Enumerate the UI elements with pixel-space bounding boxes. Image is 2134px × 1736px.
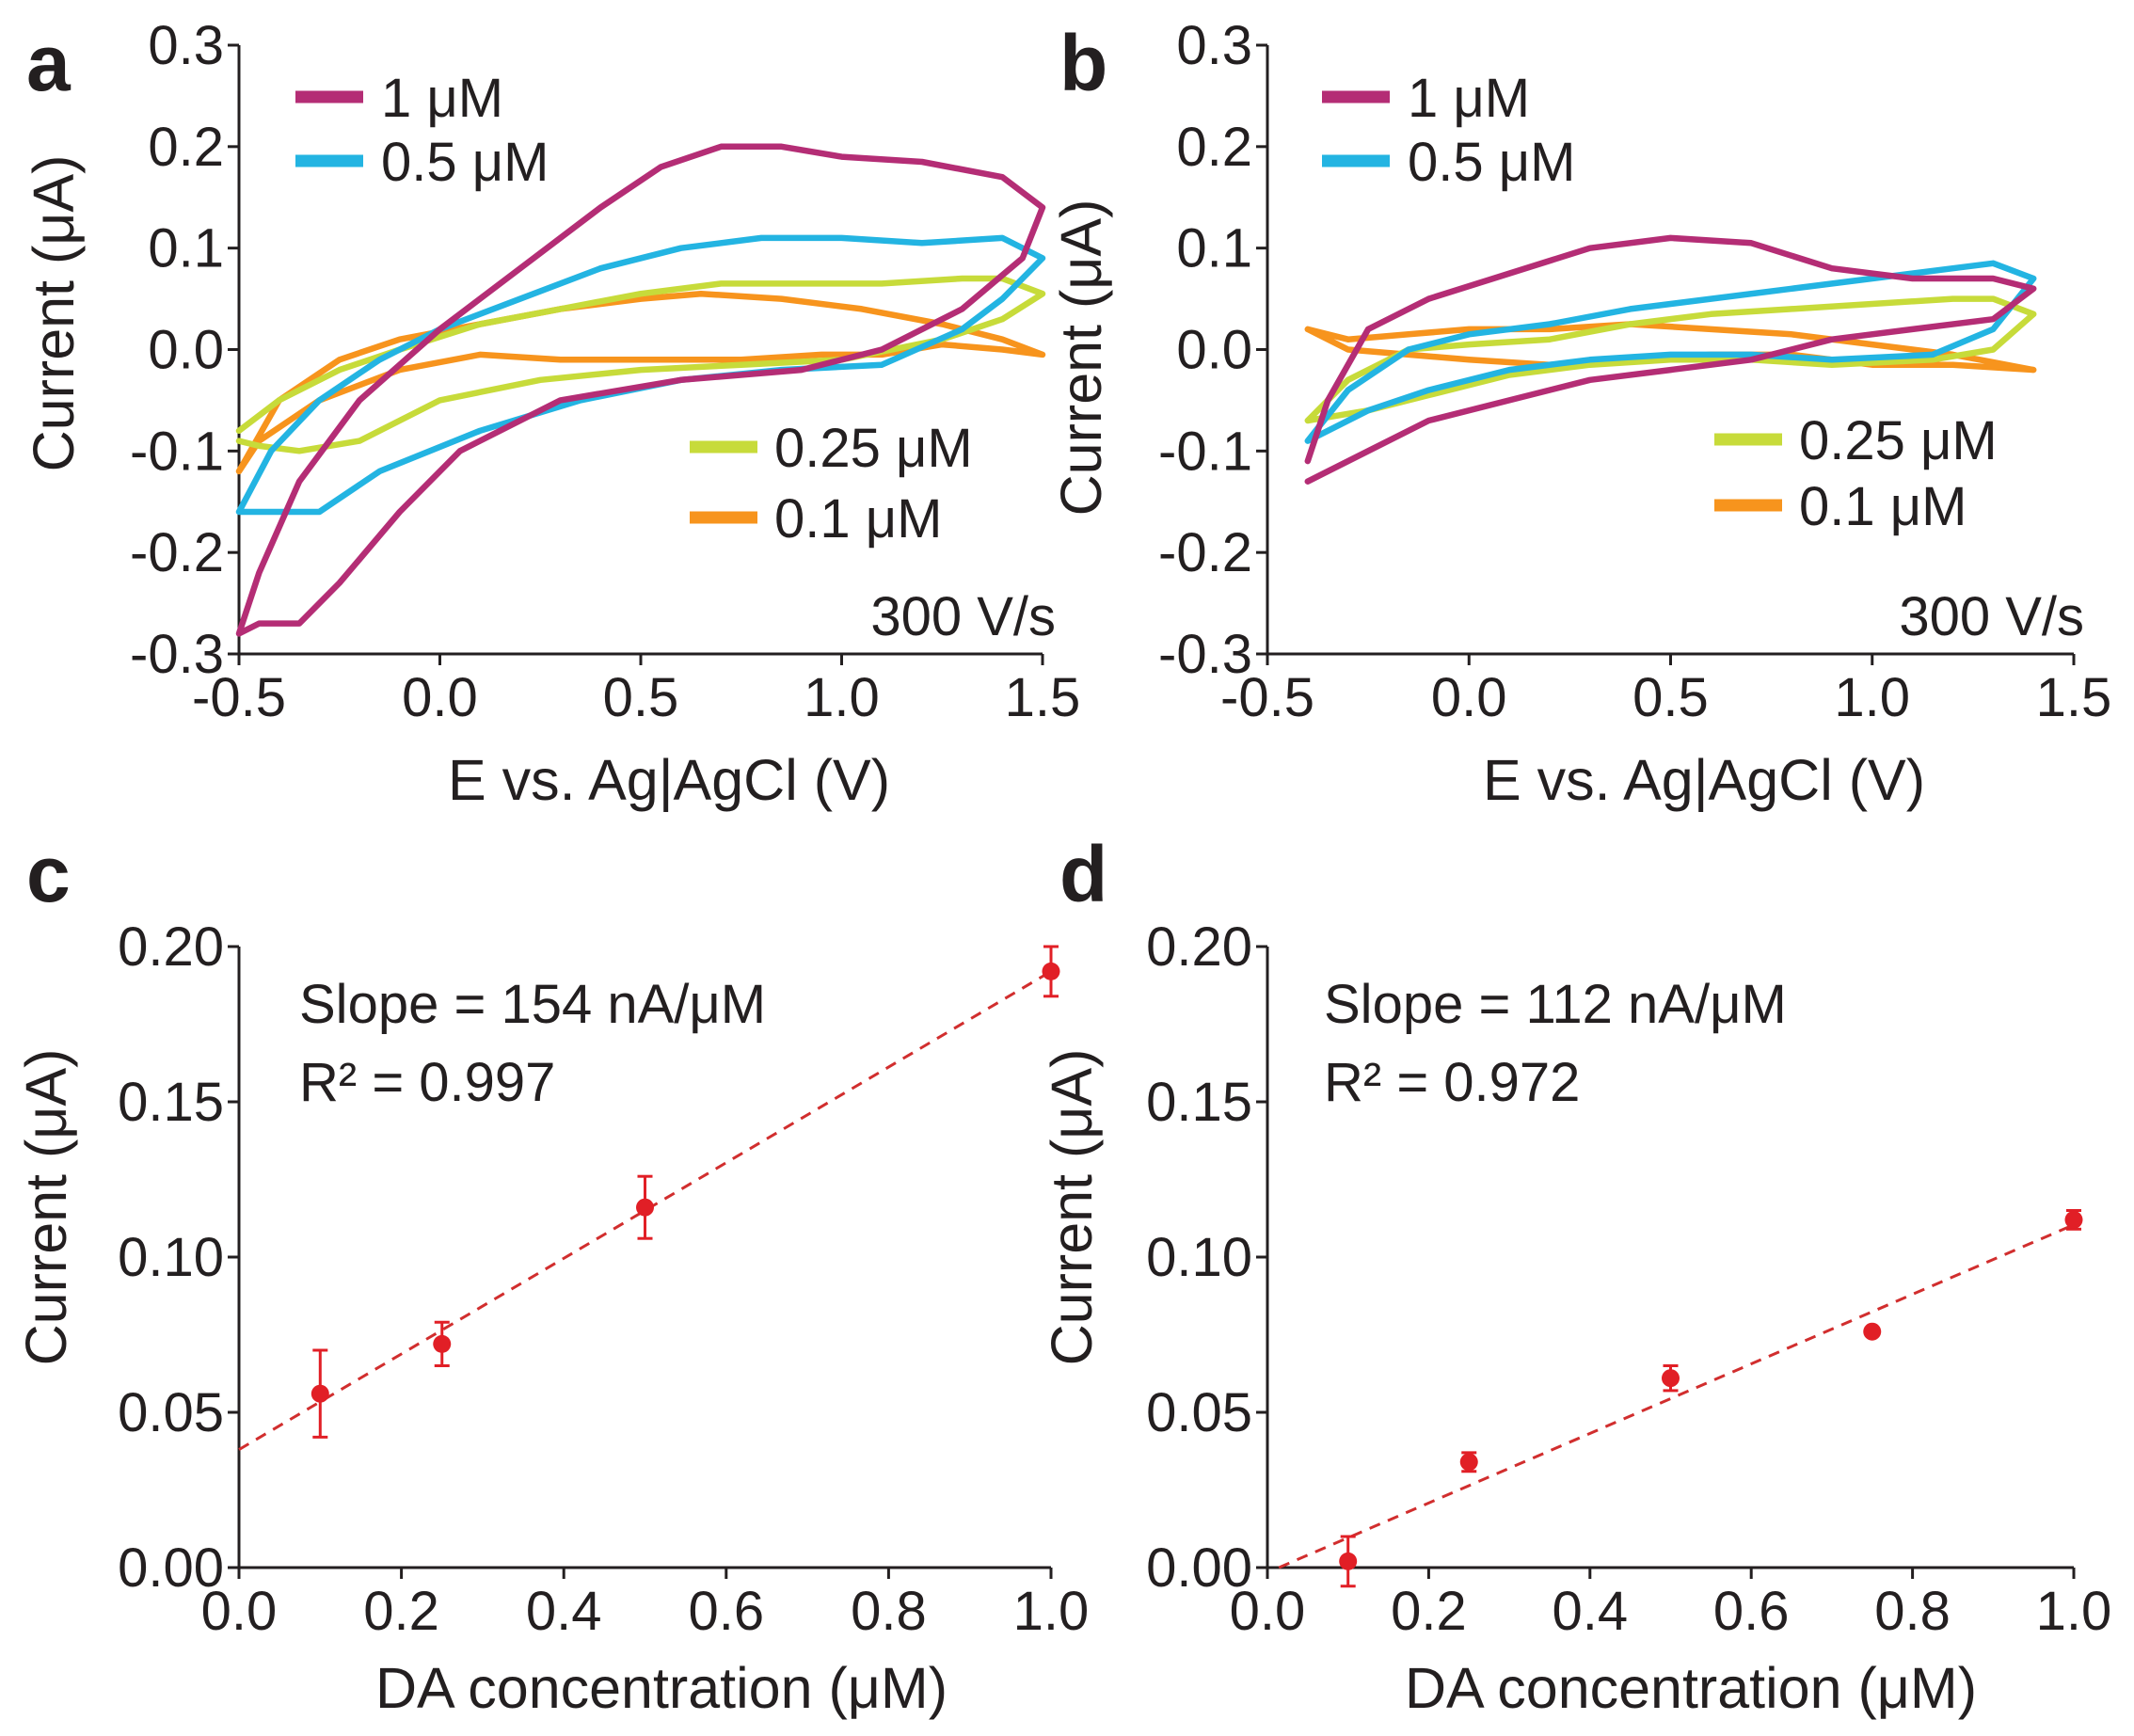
panel-c-plot: 0.00 0.05 0.10 0.15 0.20 0.0 0.2 0.4 0.6 0.8 1.0 bbox=[118, 916, 1089, 1642]
panel-b-label: b bbox=[1059, 19, 1107, 107]
panel-d-slope: Slope = 112 nA/μM bbox=[1324, 974, 1787, 1035]
panel-a-plot: -0.3 -0.2 -0.1 0.0 0.1 0.2 0.3 -0.5 0.0 0.5 1.0 1.5 bbox=[130, 15, 1080, 728]
x-tick-label: 1.0 bbox=[804, 667, 880, 728]
x-tick-label: -0.5 bbox=[192, 667, 286, 728]
data-point bbox=[433, 1334, 452, 1353]
x-tick-label: 1.5 bbox=[2036, 667, 2112, 728]
panel-c-label: c bbox=[26, 830, 71, 918]
y-tick-label: -0.1 bbox=[130, 421, 224, 482]
panel-a-legend-025uM: 0.25 μM bbox=[774, 418, 973, 479]
panel-d-r2: R² = 0.972 bbox=[1324, 1052, 1580, 1113]
x-tick-label: 0.5 bbox=[603, 667, 679, 728]
y-tick-label: 0.15 bbox=[1146, 1072, 1252, 1133]
y-tick-label: 0.3 bbox=[148, 15, 224, 76]
x-tick-label: -0.5 bbox=[1220, 667, 1314, 728]
panel-a-legend-01uM: 0.1 μM bbox=[774, 488, 942, 549]
panel-a-label: a bbox=[26, 19, 72, 107]
panel-c-slope: Slope = 154 nA/μM bbox=[299, 974, 766, 1035]
data-point bbox=[1662, 1369, 1680, 1388]
panel-a-xlabel: E vs. Ag|AgCl (V) bbox=[448, 748, 890, 812]
y-tick-label: 0.0 bbox=[148, 320, 224, 381]
x-tick-label: 1.0 bbox=[1013, 1581, 1090, 1642]
panel-b-xlabel: E vs. Ag|AgCl (V) bbox=[1483, 748, 1925, 812]
panel-d: d 0.00 0.05 0.10 0.15 0.20 0.0 0.2 0.4 0.6 0.8 1.0… bbox=[1040, 830, 2111, 1720]
x-tick-label: 1.0 bbox=[2036, 1581, 2112, 1642]
data-point bbox=[1863, 1322, 1882, 1341]
panel-b-plot: -0.3 -0.2 -0.1 0.0 0.1 0.2 0.3 -0.5 0.0 0.5 1.0 1.5 bbox=[1158, 15, 2111, 728]
data-point bbox=[2064, 1210, 2083, 1229]
data-point bbox=[1042, 962, 1060, 980]
y-tick-label: 0.0 bbox=[1176, 320, 1252, 381]
panel-a-legend-1uM: 1 μM bbox=[381, 68, 503, 129]
y-tick-label: 0.20 bbox=[1146, 916, 1252, 978]
y-tick-label: 0.3 bbox=[1176, 15, 1252, 76]
y-tick-label: 0.05 bbox=[118, 1382, 224, 1443]
panel-b-legend-1uM: 1 μM bbox=[1408, 68, 1530, 129]
cv-trace-1uM bbox=[235, 143, 1046, 637]
panel-c-r2: R² = 0.997 bbox=[299, 1052, 555, 1113]
panel-b-legend-05uM: 0.5 μM bbox=[1408, 132, 1575, 193]
cv-trace-0.25uM bbox=[235, 275, 1046, 454]
y-tick-label: -0.3 bbox=[1158, 624, 1252, 685]
panel-d-ylabel: Current (μA) bbox=[1040, 1049, 1104, 1366]
panel-b-ylabel: Current (μA) bbox=[1049, 199, 1113, 517]
panel-a-ylabel: Current (μA) bbox=[22, 155, 86, 472]
x-tick-label: 0.8 bbox=[851, 1581, 927, 1642]
x-tick-label: 0.0 bbox=[1431, 667, 1507, 728]
x-tick-label: 0.0 bbox=[1230, 1581, 1306, 1642]
y-tick-label: 0.1 bbox=[148, 218, 224, 279]
x-tick-label: 0.5 bbox=[1632, 667, 1709, 728]
x-tick-label: 0.6 bbox=[688, 1581, 764, 1642]
y-tick-label: 0.10 bbox=[118, 1227, 224, 1288]
panel-d-xlabel: DA concentration (μM) bbox=[1405, 1656, 1977, 1720]
cv-trace-1uM bbox=[1304, 234, 2037, 485]
y-tick-label: 0.05 bbox=[1146, 1382, 1252, 1443]
data-point bbox=[1459, 1453, 1478, 1472]
y-tick-label: 0.20 bbox=[118, 916, 224, 978]
panel-a-legend: 1 μM 0.5 μM 0.25 μM 0.1 μM bbox=[295, 68, 973, 549]
y-tick-label: 0.10 bbox=[1146, 1227, 1252, 1288]
x-tick-label: 0.4 bbox=[526, 1581, 602, 1642]
data-point bbox=[311, 1384, 329, 1403]
panel-b-legend: 1 μM 0.5 μM 0.25 μM 0.1 μM bbox=[1322, 68, 1998, 537]
y-tick-label: -0.3 bbox=[130, 624, 224, 685]
panel-a: a -0.3 -0.2 -0.1 0.0 0.1 0.2 0.3 -0.5 0.0 0.5 1.0 1… bbox=[22, 15, 1080, 812]
y-tick-label: 0.00 bbox=[118, 1537, 224, 1599]
x-tick-label: 0.0 bbox=[201, 1581, 278, 1642]
y-tick-label: 0.2 bbox=[1176, 117, 1252, 178]
x-tick-label: 0.2 bbox=[363, 1581, 439, 1642]
x-tick-label: 1.5 bbox=[1005, 667, 1081, 728]
data-point bbox=[636, 1198, 654, 1217]
y-tick-label: -0.1 bbox=[1158, 421, 1252, 482]
panel-c: c 0.00 0.05 0.10 0.15 0.20 0.0 0.2 0.4 0.6 0.8 1.0… bbox=[14, 830, 1089, 1720]
y-tick-label: 0.1 bbox=[1176, 218, 1252, 279]
panel-b: b -0.3 -0.2 -0.1 0.0 0.1 0.2 0.3 -0.5 0.0 0.5 1.0 1… bbox=[1049, 15, 2111, 812]
panel-b-legend-025uM: 0.25 μM bbox=[1799, 410, 1998, 471]
y-tick-label: 0.00 bbox=[1146, 1537, 1252, 1599]
panel-c-ylabel: Current (μA) bbox=[14, 1049, 78, 1366]
x-tick-label: 0.2 bbox=[1391, 1581, 1467, 1642]
panel-a-scanrate: 300 V/s bbox=[870, 586, 1056, 647]
y-tick-label: 0.2 bbox=[148, 117, 224, 178]
y-tick-label: -0.2 bbox=[130, 522, 224, 583]
fit-line bbox=[1278, 1223, 2075, 1569]
x-tick-label: 0.0 bbox=[402, 667, 478, 728]
x-tick-label: 1.0 bbox=[1834, 667, 1910, 728]
x-tick-label: 0.6 bbox=[1713, 1581, 1790, 1642]
data-point bbox=[1339, 1552, 1358, 1570]
y-tick-label: 0.15 bbox=[118, 1072, 224, 1133]
panel-c-xlabel: DA concentration (μM) bbox=[375, 1656, 948, 1720]
x-tick-label: 0.4 bbox=[1552, 1581, 1628, 1642]
panel-d-label: d bbox=[1059, 830, 1107, 918]
x-tick-label: 0.8 bbox=[1874, 1581, 1951, 1642]
panel-b-legend-01uM: 0.1 μM bbox=[1799, 476, 1967, 537]
cv-trace-0.5uM bbox=[1304, 260, 2037, 444]
cv-trace-0.25uM bbox=[1304, 295, 2037, 424]
panel-a-legend-05uM: 0.5 μM bbox=[381, 132, 549, 193]
y-tick-label: -0.2 bbox=[1158, 522, 1252, 583]
panel-b-scanrate: 300 V/s bbox=[1899, 586, 2084, 647]
panel-d-plot: 0.00 0.05 0.10 0.15 0.20 0.0 0.2 0.4 0.6 0.8 1.0 bbox=[1146, 916, 2111, 1642]
